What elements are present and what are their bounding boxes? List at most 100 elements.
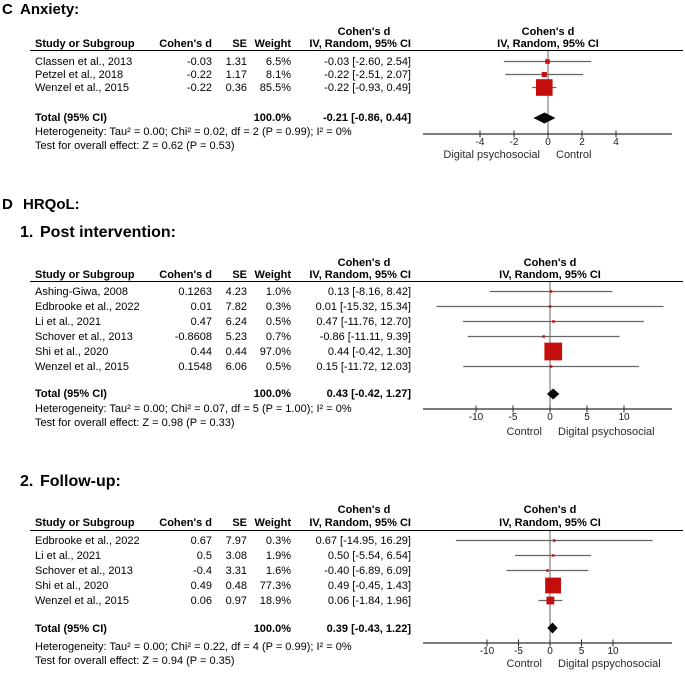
axis-right-label: Control [556,149,592,161]
study-effect: 0.06 [190,595,212,607]
overall-test-text: Test for overall effect: Z = 0.98 (P = 0… [35,417,235,429]
tick-label: 5 [584,412,590,423]
tick-label: 4 [613,137,619,148]
effect-square [546,569,549,572]
study-effect: -0.4 [193,565,212,577]
tick-label: 2 [579,137,585,148]
study-weight: 0.5% [265,361,291,373]
study-se: 0.36 [225,82,247,94]
tick-label: -10 [479,646,495,657]
plot-header-model: IV, Random, 95% CI [499,517,601,529]
pooled-diamond [533,112,556,124]
axis-right-label: Digital psychosocial [558,426,655,438]
col-header-study: Study or Subgroup [35,517,135,529]
study-name: Schover et al., 2013 [35,331,133,343]
study-effect: 0.1263 [178,286,212,298]
section-label: D [2,196,13,213]
tick-label: 10 [607,646,619,657]
study-weight: 85.5% [259,82,291,94]
tick-label: 0 [547,412,553,423]
study-name: Wenzel et al., 2015 [35,361,129,373]
pooled-diamond [546,388,560,400]
pooled-diamond [547,622,558,634]
total-ci: -0.21 [-0.86, 0.44] [322,112,411,124]
subsection-title: Follow-up: [40,473,121,490]
study-name: Edbrooke et al., 2022 [35,535,140,547]
study-se: 1.31 [225,56,247,68]
study-ci: 0.44 [-0.42, 1.30] [327,346,411,358]
heterogeneity-text: Heterogeneity: Tau² = 0.00; Chi² = 0.22,… [35,641,352,653]
study-ci: 0.01 [-15.32, 15.34] [315,301,411,313]
overall-test-text: Test for overall effect: Z = 0.62 (P = 0… [35,140,235,152]
study-weight: 97.0% [259,346,291,358]
effect-square [551,554,555,557]
study-name: Wenzel et al., 2015 [35,82,129,94]
study-effect: -0.22 [186,82,212,94]
total-label: Total (95% CI) [35,388,107,400]
study-name: Li et al., 2021 [35,316,102,328]
col-header-se: SE [232,38,247,50]
study-se: 7.97 [225,535,247,547]
col-header-study: Study or Subgroup [35,38,135,50]
axis-left-label: Control [506,658,542,670]
study-se: 0.44 [225,346,247,358]
total-ci: 0.39 [-0.43, 1.22] [326,623,411,635]
study-weight: 1.6% [265,565,291,577]
col-header-effect-measure: Cohen's d [337,257,391,269]
total-weight: 100.0% [253,623,291,635]
effect-square [549,365,553,368]
study-effect: -0.03 [186,56,212,68]
study-effect: 0.5 [196,550,212,562]
tick-label: -5 [514,646,523,657]
col-header-se: SE [232,517,247,529]
study-ci: -0.86 [-11.11, 9.39] [319,331,411,343]
effect-square [546,596,555,605]
effect-square [542,335,545,338]
total-ci: 0.43 [-0.42, 1.27] [326,388,411,400]
study-effect: 0.67 [190,535,212,547]
section-title: Anxiety: [20,1,80,18]
study-ci: 0.49 [-0.45, 1.43] [327,580,411,592]
effect-square [535,79,553,96]
study-ci: -0.22 [-2.51, 2.07] [324,69,411,81]
section-title: HRQoL: [23,196,80,213]
axis-right-label: Digital pspychosocial [558,658,661,670]
col-header-weight: Weight [254,269,291,281]
study-se: 7.82 [225,301,247,313]
study-weight: 18.9% [259,595,291,607]
study-weight: 8.1% [265,69,291,81]
study-weight: 0.3% [265,301,291,313]
axis-left-label: Control [506,426,542,438]
study-se: 5.23 [225,331,247,343]
col-header-effect: Cohen's d [159,269,212,281]
tick-label: 0 [545,137,551,148]
total-label: Total (95% CI) [35,623,107,635]
plot-header-effect-measure: Cohen's d [521,26,575,38]
effect-square [549,290,553,293]
study-ci: 0.47 [-11.76, 12.70] [316,316,411,328]
study-weight: 1.9% [265,550,291,562]
study-name: Ashing-Giwa, 2008 [35,286,128,298]
col-header-effect: Cohen's d [159,517,212,529]
study-ci: 0.50 [-5.54, 6.54] [327,550,411,562]
col-header-effect-measure: Cohen's d [337,26,391,38]
study-weight: 0.7% [265,331,291,343]
study-se: 3.31 [225,565,247,577]
study-se: 3.08 [225,550,247,562]
header-rule [30,281,683,282]
tick-label: -5 [508,412,518,423]
study-ci: 0.67 [-14.95, 16.29] [315,535,411,547]
subsection-number: 1. [20,224,34,241]
heterogeneity-text: Heterogeneity: Tau² = 0.00; Chi² = 0.02,… [35,126,352,138]
study-name: Petzel et al., 2018 [35,69,124,81]
study-se: 1.17 [225,69,247,81]
study-ci: 0.13 [-8.16, 8.42] [327,286,411,298]
study-effect: 0.49 [190,580,212,592]
study-name: Classen et al., 2013 [35,56,133,68]
plot-header-model: IV, Random, 95% CI [499,269,601,281]
overall-test-text: Test for overall effect: Z = 0.94 (P = 0… [35,655,235,667]
study-weight: 6.5% [265,56,291,68]
effect-square [545,59,550,64]
col-header-effect: Cohen's d [159,38,212,50]
